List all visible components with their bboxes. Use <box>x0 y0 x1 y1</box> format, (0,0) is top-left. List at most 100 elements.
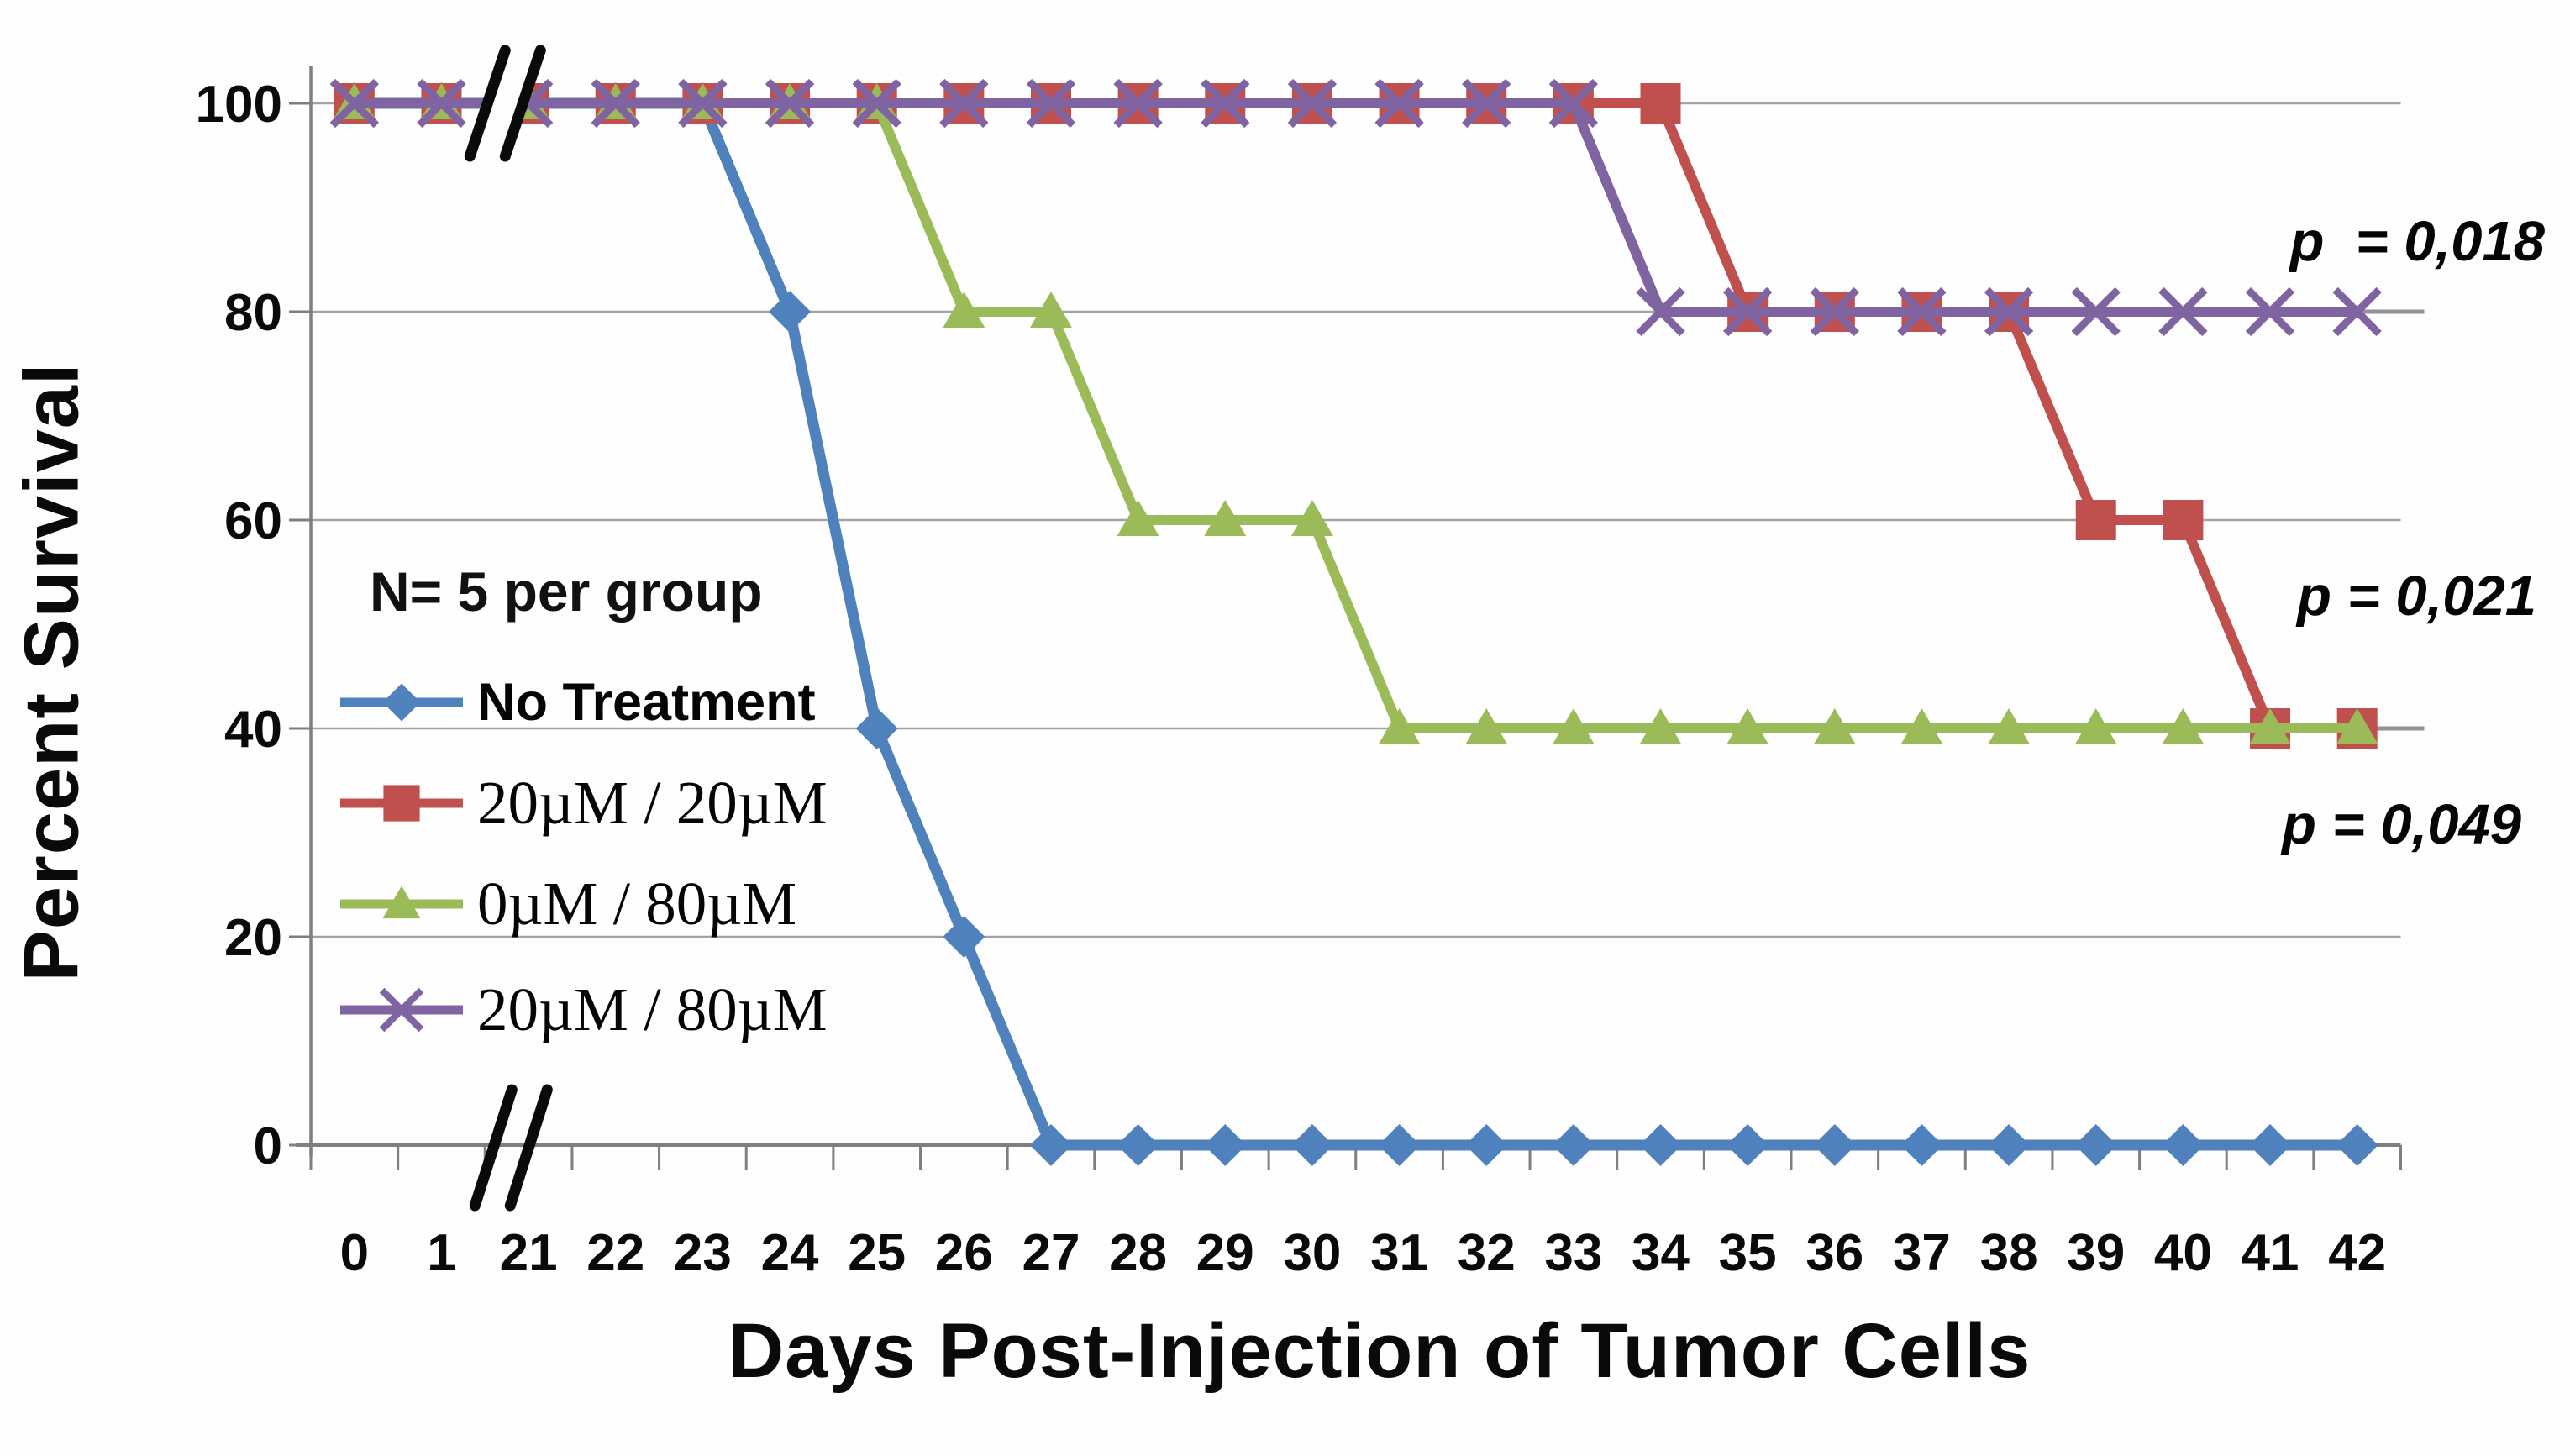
marker-triangle <box>1900 708 1943 744</box>
marker-square <box>2163 500 2204 540</box>
marker-diamond <box>1726 1124 1769 1166</box>
marker-triangle <box>2336 708 2378 744</box>
marker-x <box>852 78 901 129</box>
marker-diamond <box>1813 1124 1856 1166</box>
marker-x <box>1984 286 2034 337</box>
series-0-m-80-m <box>333 83 2378 744</box>
legend-marker-square-icon <box>340 785 463 822</box>
legend-marker-x-icon <box>340 987 463 1033</box>
marker-x <box>417 78 466 129</box>
marker-triangle <box>1813 708 1856 744</box>
x-axis-title: Days Post-Injection of Tumor Cells <box>728 1308 2031 1394</box>
marker-x <box>678 78 728 129</box>
marker-x <box>1810 286 1859 337</box>
marker-x <box>1897 286 1947 337</box>
x-tick-label-25: 25 <box>848 1224 906 1282</box>
series-20-m-20-m <box>334 83 2378 749</box>
marker-x <box>329 78 380 129</box>
x-tick-label-34: 34 <box>1632 1224 1690 1282</box>
y-tick-label-20: 20 <box>224 909 282 967</box>
series-line <box>354 98 2357 317</box>
y-axis-title: Percent Survival <box>8 362 95 982</box>
x-tick-label-41: 41 <box>2242 1224 2299 1282</box>
x-tick-label-40: 40 <box>2154 1224 2212 1282</box>
marker-x <box>1462 78 1511 129</box>
marker-x <box>939 78 989 129</box>
marker-diamond <box>2074 1124 2117 1166</box>
p-value-annotation-middle: p = 0,021 <box>2297 565 2536 628</box>
marker-x <box>765 78 815 129</box>
x-tick-label-39: 39 <box>2067 1224 2125 1282</box>
marker-triangle <box>2074 708 2117 744</box>
marker-triangle <box>1378 708 1421 744</box>
y-tick-label-60: 60 <box>224 492 282 550</box>
x-tick-label-28: 28 <box>1109 1224 1167 1282</box>
marker-x <box>1026 78 1076 129</box>
marker-triangle <box>2249 708 2292 744</box>
legend-label: No Treatment <box>477 673 816 732</box>
marker-x <box>1201 78 1250 129</box>
marker-diamond <box>1029 1124 1072 1166</box>
x-tick-label-26: 26 <box>935 1224 993 1282</box>
marker-diamond <box>855 707 898 749</box>
marker-diamond <box>2336 1124 2378 1166</box>
legend-item-20um-80um: 20µM / 80µM <box>338 975 828 1045</box>
marker-triangle <box>1204 500 1247 536</box>
series-20-m-80-m <box>329 78 2382 337</box>
marker-x <box>1548 78 1599 129</box>
axis-break-slash-top <box>464 45 511 162</box>
marker-x <box>2158 286 2208 337</box>
x-tick-label-30: 30 <box>1283 1224 1341 1282</box>
y-tick-label-0: 0 <box>254 1117 282 1175</box>
marker-square <box>2075 500 2116 540</box>
marker-diamond <box>1204 1124 1247 1166</box>
x-tick-label-31: 31 <box>1370 1224 1428 1282</box>
marker-x <box>1374 78 1424 129</box>
marker-triangle <box>1988 708 2031 744</box>
marker-diamond <box>769 291 812 333</box>
axis-break-gap <box>473 46 536 160</box>
x-tick-label-37: 37 <box>1893 1224 1951 1282</box>
legend-item-0um-80um: 0µM / 80µM <box>338 869 796 939</box>
marker-triangle <box>1029 292 1072 328</box>
marker-x <box>2332 286 2382 337</box>
y-tick-label-100: 100 <box>196 76 282 134</box>
marker-x <box>1636 286 1685 337</box>
marker-triangle <box>1465 708 1508 744</box>
x-tick-label-21: 21 <box>500 1224 558 1282</box>
x-tick-label-33: 33 <box>1544 1224 1602 1282</box>
marker-diamond <box>382 683 421 722</box>
marker-triangle <box>2162 708 2205 744</box>
marker-triangle <box>1117 500 1159 536</box>
legend-marker-triangle-icon <box>340 886 463 919</box>
legend-label: 0µM / 80µM <box>477 870 797 938</box>
marker-x <box>1287 78 1338 129</box>
marker-diamond <box>1290 1124 1333 1166</box>
x-tick-label-1: 1 <box>427 1224 455 1282</box>
legend-item-20um-20um: 20µM / 20µM <box>338 768 828 838</box>
marker-diamond <box>1378 1124 1421 1166</box>
x-tick-label-32: 32 <box>1458 1224 1516 1282</box>
x-tick-label-42: 42 <box>2328 1224 2386 1282</box>
x-tick-label-29: 29 <box>1196 1224 1254 1282</box>
legend-marker-diamond-icon <box>340 683 463 722</box>
marker-triangle <box>1552 708 1595 744</box>
marker-x <box>1722 286 1773 337</box>
marker-triangle <box>382 886 421 919</box>
y-tick-label-40: 40 <box>224 701 282 759</box>
p-value-annotation-bottom: p = 0,049 <box>2282 793 2521 856</box>
marker-diamond <box>1988 1124 2031 1166</box>
p-value-annotation-top: p = 0,018 <box>2289 210 2545 273</box>
axis-break-slash-top <box>499 45 546 162</box>
marker-triangle <box>1639 708 1682 744</box>
marker-diamond <box>943 916 985 958</box>
axis-break-slash-bottom <box>504 1084 553 1212</box>
x-tick-label-23: 23 <box>674 1224 732 1282</box>
marker-diamond <box>2162 1124 2205 1166</box>
marker-triangle <box>1726 708 1769 744</box>
y-tick-label-80: 80 <box>224 284 282 342</box>
marker-x <box>591 78 640 129</box>
x-tick-label-36: 36 <box>1805 1224 1863 1282</box>
